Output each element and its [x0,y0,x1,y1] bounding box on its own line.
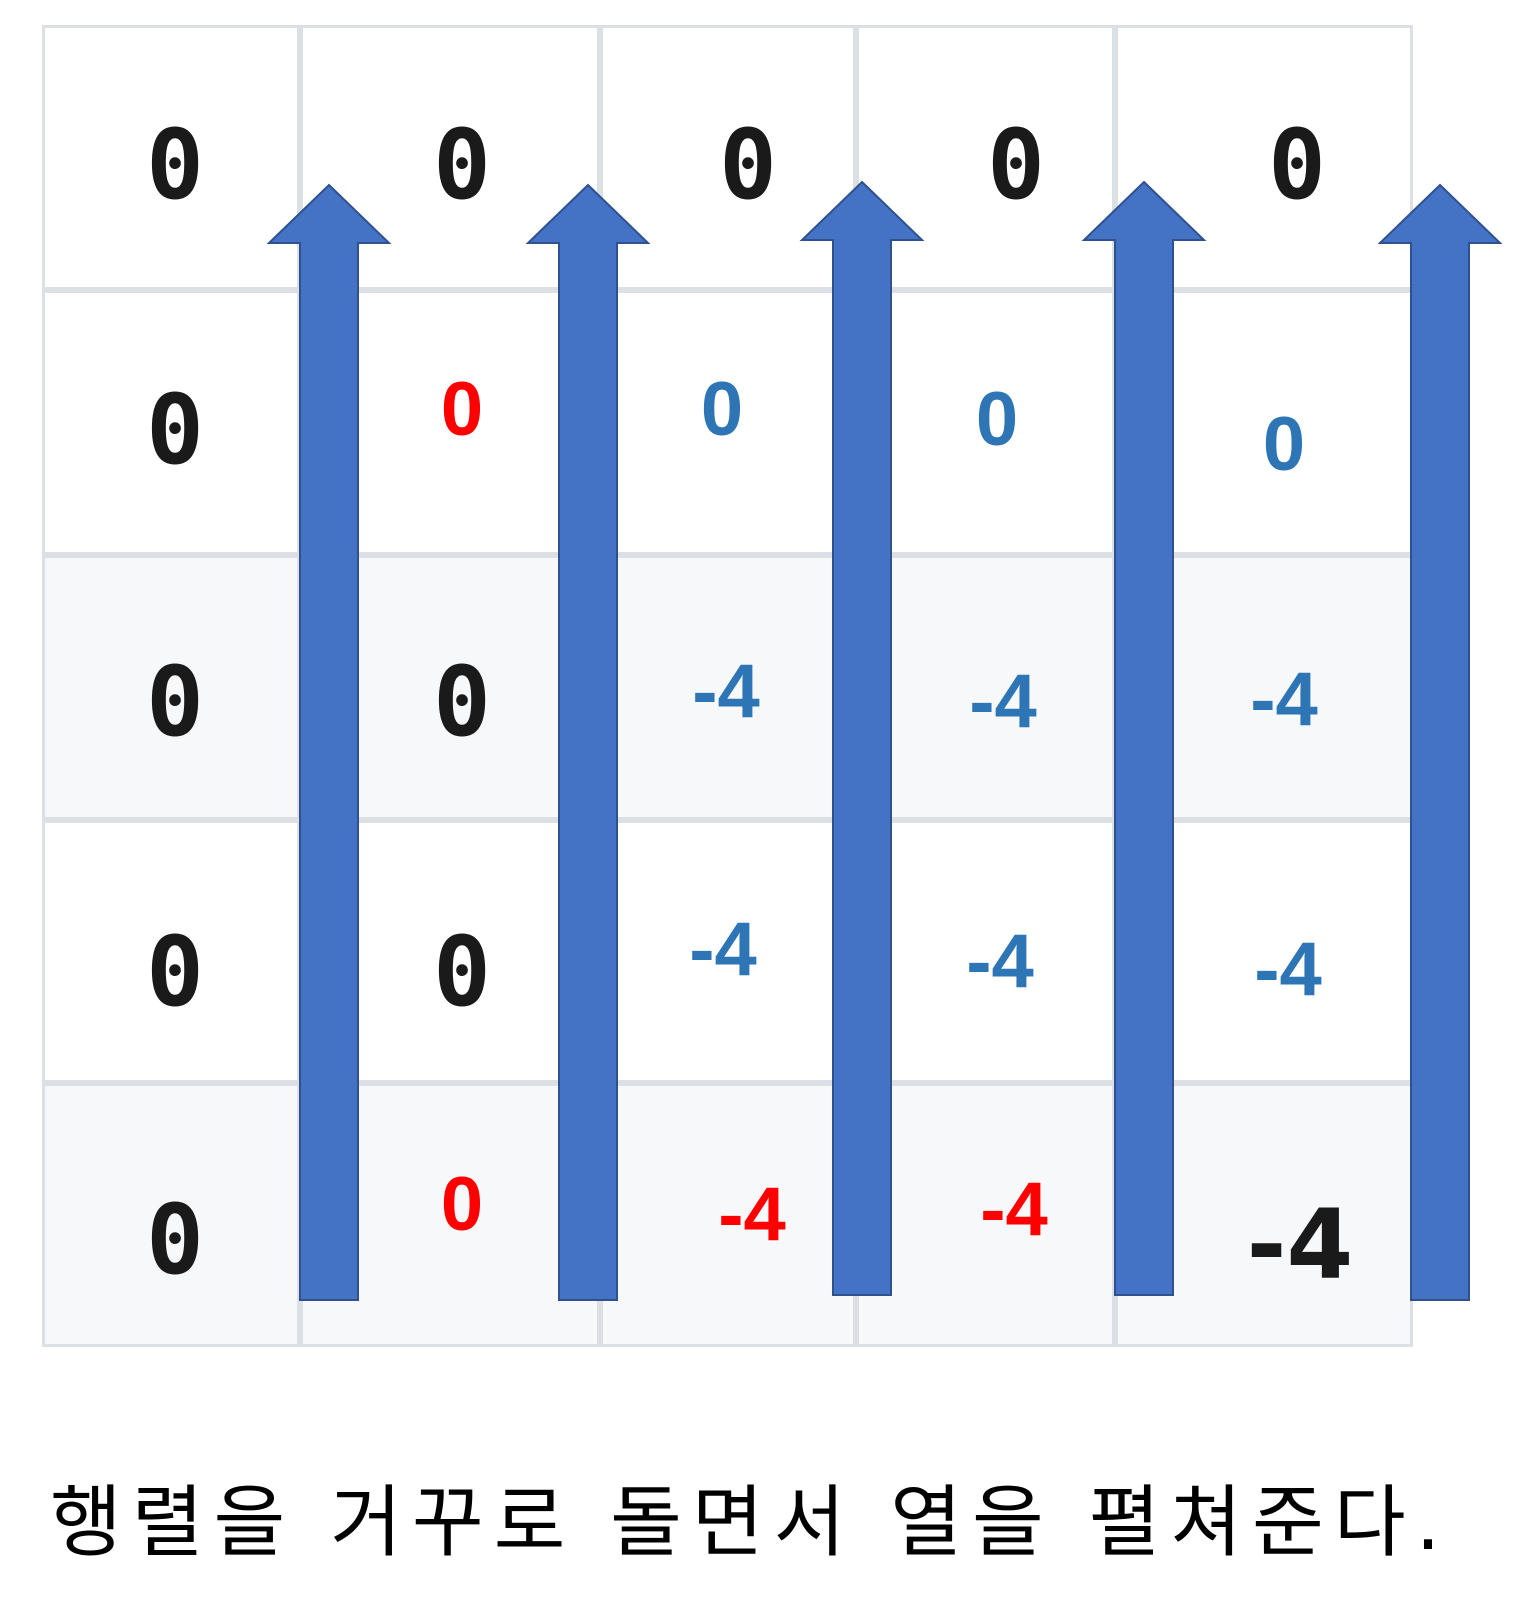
up-arrow-4 [1081,180,1207,1296]
matrix-value-r0-c2: 0 [719,109,777,221]
matrix-value-r3-c4: -4 [1254,927,1322,1012]
matrix-value-r2-c3: -4 [969,659,1037,744]
matrix-value-r4-c4: -4 [1246,1189,1354,1301]
matrix-cell-r4-c2 [600,1083,856,1347]
matrix-cell-r4-c3 [856,1083,1115,1347]
matrix-value-r3-c3: -4 [966,919,1034,1004]
matrix-value-r1-c4: 0 [1262,402,1306,487]
matrix-value-r3-c0: 0 [146,916,204,1028]
matrix-value-r1-c0: 0 [146,374,204,486]
matrix-value-r2-c1: 0 [433,646,491,758]
matrix-value-r4-c3: -4 [980,1167,1048,1252]
matrix-value-r4-c2: -4 [718,1172,786,1257]
matrix-cell-r0-c1 [300,25,600,290]
matrix-value-r1-c3: 0 [975,377,1019,462]
matrix-value-r4-c1: 0 [440,1162,484,1247]
caption: 행렬을 거꾸로 돌면서 열을 펼쳐준다. [50,1478,1451,1568]
matrix-value-r2-c4: -4 [1250,657,1318,742]
matrix-cell-r0-c0 [42,25,300,290]
matrix-value-r0-c1: 0 [433,109,491,221]
matrix-value-r4-c0: 0 [146,1184,204,1296]
matrix-value-r1-c1: 0 [440,367,484,452]
matrix-cell-r0-c2 [600,25,856,290]
matrix-value-r2-c0: 0 [146,646,204,758]
matrix-cell-r0-c3 [856,25,1115,290]
up-arrow-2 [525,183,651,1301]
matrix-cell-r4-c0 [42,1083,300,1347]
matrix-value-r3-c2: -4 [689,907,757,992]
matrix-value-r1-c2: 0 [700,367,744,452]
matrix-value-r0-c0: 0 [146,109,204,221]
matrix-value-r2-c2: -4 [692,649,760,734]
matrix-cell-r2-c0 [42,555,300,820]
matrix-value-r0-c3: 0 [987,109,1045,221]
up-arrow-1 [266,183,392,1301]
matrix-cell-r3-c0 [42,820,300,1083]
matrix-cell-r0-c4 [1115,25,1413,290]
matrix-value-r3-c1: 0 [433,916,491,1028]
matrix-value-r0-c4: 0 [1268,109,1326,221]
matrix-cell-r1-c0 [42,290,300,555]
up-arrow-3 [799,180,925,1296]
up-arrow-5 [1377,183,1503,1301]
